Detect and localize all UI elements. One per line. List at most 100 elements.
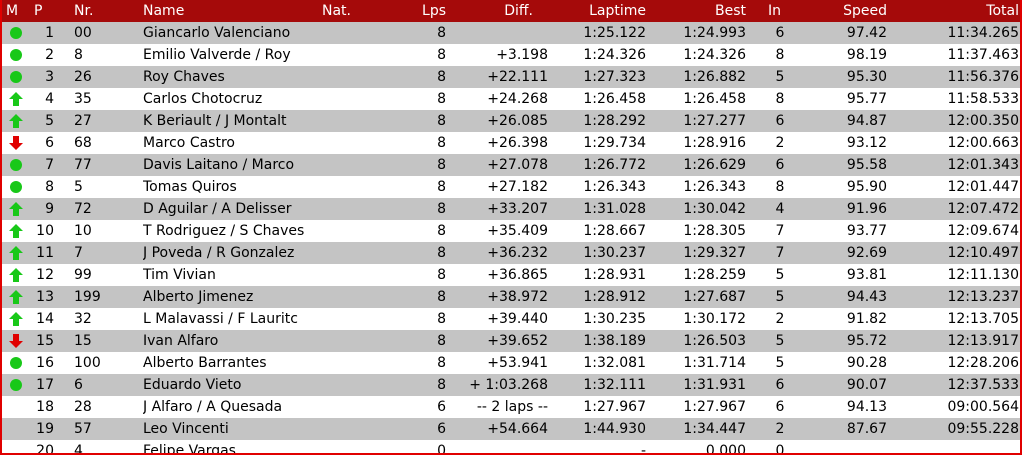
table-row[interactable]: 8 5 Tomas Quiros 8 +27.182 1:26.343 1:26.343 8 9… [2, 176, 1020, 198]
laps: 8 [437, 267, 446, 283]
table-header: M P Nr. Name Nat. Lps Diff. Laptime Best… [2, 0, 1020, 22]
table-row[interactable]: 11 7 J Poveda / R Gonzalez 8 +36.232 1:30.237… [2, 242, 1020, 264]
table-row[interactable]: 16 100 Alberto Barrantes 8 +53.941 1:32.081 1:… [2, 352, 1020, 374]
col-diff[interactable]: Diff. [504, 3, 533, 19]
arrow-up-icon [4, 198, 24, 220]
laps: 8 [437, 289, 446, 305]
position-same-icon [4, 22, 24, 44]
arrow-down-icon [4, 132, 24, 154]
gap: +36.232 [487, 245, 548, 261]
table-row[interactable]: 3 26 Roy Chaves 8 +22.111 1:27.323 1:26.882 5 95… [2, 66, 1020, 88]
best-lap-number: 2 [775, 421, 785, 437]
total-time: 12:01.343 [947, 157, 1019, 173]
position-same-icon [4, 374, 24, 396]
best-lap-number: 5 [775, 355, 785, 371]
best-lap-number: 5 [775, 333, 785, 349]
table-row[interactable]: 18 28 J Alfaro / A Quesada 6 -- 2 laps -- 1:2… [2, 396, 1020, 418]
position-marker-empty [4, 396, 24, 418]
driver-name: Ivan Alfaro [143, 333, 219, 349]
down-arrow-shape [9, 334, 23, 348]
driver-name: D Aguilar / A Delisser [143, 201, 292, 217]
table-row[interactable]: 10 10 T Rodriguez / S Chaves 8 +35.409 1:28.6… [2, 220, 1020, 242]
table-row[interactable]: 1 00 Giancarlo Valenciano 8 1:25.122 1:24.993… [2, 22, 1020, 44]
position: 6 [45, 135, 54, 151]
green-dot-icon [10, 181, 22, 193]
table-row[interactable]: 9 72 D Aguilar / A Delisser 8 +33.207 1:31.02… [2, 198, 1020, 220]
laps: 8 [437, 377, 446, 393]
driver-name: Leo Vincenti [143, 421, 229, 437]
position-same-icon [4, 352, 24, 374]
table-row[interactable]: 4 35 Carlos Chotocruz 8 +24.268 1:26.458 1:26.… [2, 88, 1020, 110]
car-number: 32 [74, 311, 92, 327]
best-laptime: 1:28.305 [683, 223, 746, 239]
position: 13 [36, 289, 54, 305]
best-laptime: 1:30.042 [683, 201, 746, 217]
col-lps[interactable]: Lps [422, 3, 446, 19]
gap: +24.268 [487, 91, 548, 107]
total-time: 12:13.237 [947, 289, 1019, 305]
col-total[interactable]: Total [986, 3, 1019, 19]
table-row[interactable]: 5 27 K Beriault / J Montalt 8 +26.085 1:28.29… [2, 110, 1020, 132]
arrow-up-icon [4, 264, 24, 286]
table-row[interactable]: 20 4 Felipe Vargas 0 - 0.000 0 [2, 440, 1020, 455]
green-dot-icon [10, 379, 22, 391]
col-nat[interactable]: Nat. [322, 3, 351, 19]
speed: 92.69 [846, 245, 887, 261]
driver-name: Tomas Quiros [143, 179, 237, 195]
best-lap-number: 7 [775, 245, 785, 261]
total-time: 12:28.206 [947, 355, 1019, 371]
car-number: 27 [74, 113, 92, 129]
last-laptime: 1:24.326 [583, 47, 646, 63]
col-speed[interactable]: Speed [843, 3, 887, 19]
speed: 93.12 [846, 135, 887, 151]
table-row[interactable]: 7 77 Davis Laitano / Marco 8 +27.078 1:26.772… [2, 154, 1020, 176]
car-number: 57 [74, 421, 92, 437]
laps: 8 [437, 223, 446, 239]
table-row[interactable]: 12 99 Tim Vivian 8 +36.865 1:28.931 1:28.259 5 9… [2, 264, 1020, 286]
car-number: 72 [74, 201, 92, 217]
arrow-up-icon [4, 242, 24, 264]
col-m[interactable]: M [6, 3, 19, 19]
best-laptime: 1:30.172 [683, 311, 746, 327]
position: 18 [36, 399, 54, 415]
car-number: 28 [74, 399, 92, 415]
speed: 95.90 [846, 179, 887, 195]
last-laptime: 1:26.772 [583, 157, 646, 173]
best-lap-number: 7 [775, 223, 785, 239]
total-time: 11:34.265 [947, 25, 1019, 41]
table-row[interactable]: 15 15 Ivan Alfaro 8 +39.652 1:38.189 1:26.503 5… [2, 330, 1020, 352]
table-row[interactable]: 19 57 Leo Vincenti 6 +54.664 1:44.930 1:34.447… [2, 418, 1020, 440]
col-p[interactable]: P [34, 3, 43, 19]
green-dot-icon [10, 357, 22, 369]
up-arrow-shape [9, 246, 23, 260]
total-time: 12:10.497 [947, 245, 1019, 261]
laps: 0 [437, 443, 446, 455]
col-laptime[interactable]: Laptime [589, 3, 646, 19]
table-row[interactable]: 14 32 L Malavassi / F Lauritc 8 +39.440 1:30.… [2, 308, 1020, 330]
green-dot-icon [10, 159, 22, 171]
table-row[interactable]: 13 199 Alberto Jimenez 8 +38.972 1:28.912 1:27… [2, 286, 1020, 308]
car-number: 6 [74, 377, 83, 393]
table-row[interactable]: 17 6 Eduardo Vieto 8 + 1:03.268 1:32.111 1:31.… [2, 374, 1020, 396]
table-row[interactable]: 2 8 Emilio Valverde / Roy 8 +3.198 1:24.326 1:… [2, 44, 1020, 66]
position-marker-empty [4, 440, 24, 453]
table-row[interactable]: 6 68 Marco Castro 8 +26.398 1:29.734 1:28.916 2… [2, 132, 1020, 154]
best-laptime: 1:27.967 [683, 399, 746, 415]
total-time: 11:56.376 [947, 69, 1019, 85]
last-laptime: 1:25.122 [583, 25, 646, 41]
car-number: 7 [74, 245, 83, 261]
col-in[interactable]: In [768, 3, 782, 19]
driver-name: Davis Laitano / Marco [143, 157, 295, 173]
position-same-icon [4, 44, 24, 66]
driver-name: Carlos Chotocruz [143, 91, 263, 107]
best-lap-number: 5 [775, 289, 785, 305]
driver-name: J Alfaro / A Quesada [143, 399, 283, 415]
col-nr[interactable]: Nr. [74, 3, 94, 19]
col-best[interactable]: Best [714, 3, 746, 19]
position-marker-empty [4, 418, 24, 440]
car-number: 99 [74, 267, 92, 283]
laps: 6 [437, 399, 446, 415]
col-name[interactable]: Name [143, 3, 185, 19]
best-lap-number: 6 [775, 113, 785, 129]
best-laptime: 1:24.326 [683, 47, 746, 63]
